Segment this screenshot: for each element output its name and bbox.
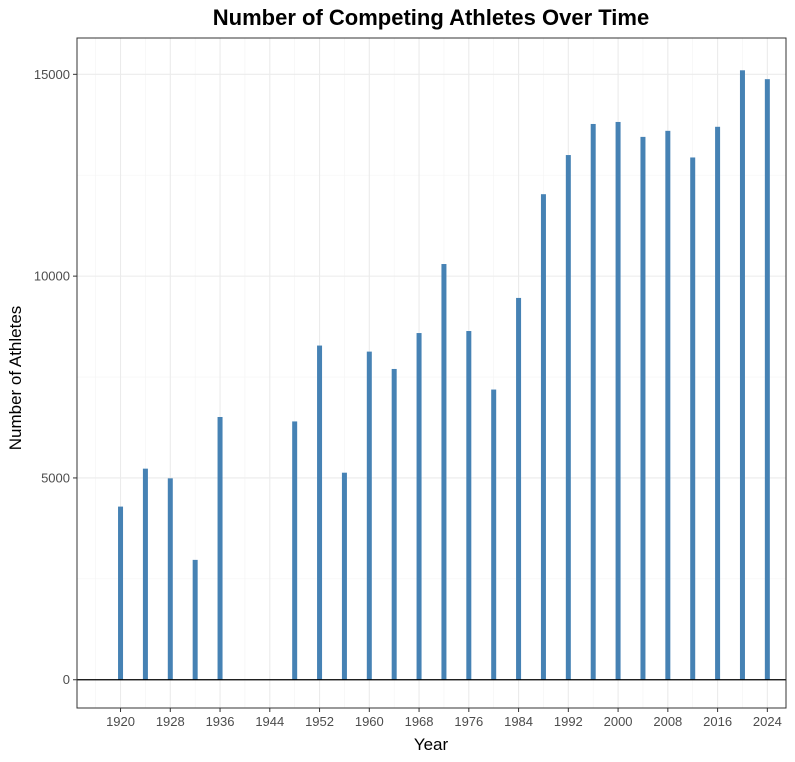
x-tick-label: 1984 (504, 714, 533, 729)
y-tick-label: 0 (63, 672, 70, 687)
x-tick-label: 1960 (355, 714, 384, 729)
bar-2024 (764, 79, 770, 680)
x-tick-label: 1968 (405, 714, 434, 729)
x-tick-label: 1944 (255, 714, 284, 729)
x-tick-label: 2008 (653, 714, 682, 729)
bar-1956 (341, 472, 347, 680)
bar-1992 (565, 155, 571, 680)
x-tick-label: 2000 (604, 714, 633, 729)
x-tick-label: 1992 (554, 714, 583, 729)
panel-border (76, 37, 787, 709)
bar-1924 (142, 468, 148, 680)
bar-2008 (665, 130, 671, 680)
y-tick-label: 5000 (41, 470, 70, 485)
x-tick-label: 1928 (156, 714, 185, 729)
bar-1948 (292, 421, 298, 680)
x-tick-label: 2016 (703, 714, 732, 729)
bar-1984 (516, 297, 522, 680)
grid-lines (77, 38, 786, 708)
bar-1920 (118, 506, 124, 680)
bar-2000 (615, 121, 621, 680)
bar-2020 (739, 70, 745, 680)
axes: 1920 1928 1936 1944 1952 1960 1968 1976 1984 1992… (34, 37, 787, 729)
chart-title: Number of Competing Athletes Over Time (213, 5, 649, 30)
bar-1988 (540, 194, 546, 680)
y-tick-label: 15000 (34, 67, 70, 82)
x-tick-label: 1920 (106, 714, 135, 729)
bar-1976 (466, 331, 472, 680)
bars (118, 70, 770, 680)
bar-1980 (491, 389, 497, 680)
x-tick-label: 2024 (753, 714, 782, 729)
x-tick-label: 1936 (206, 714, 235, 729)
bar-2012 (690, 157, 696, 680)
bar-2016 (715, 126, 721, 680)
x-tick-label: 1952 (305, 714, 334, 729)
bar-1928 (167, 478, 173, 680)
y-axis-title: Number of Athletes (6, 306, 25, 451)
bar-1960 (366, 351, 372, 680)
x-axis-title: Year (414, 735, 449, 754)
y-tick-label: 10000 (34, 269, 70, 284)
bar-1968 (416, 333, 422, 680)
bar-1952 (317, 345, 323, 680)
bar-1936 (217, 416, 223, 680)
bar-1964 (391, 368, 397, 680)
bar-1932 (192, 559, 198, 680)
bar-2004 (640, 136, 646, 680)
bar-1972 (441, 264, 447, 680)
x-tick-label: 1976 (454, 714, 483, 729)
bar-1996 (590, 123, 596, 680)
